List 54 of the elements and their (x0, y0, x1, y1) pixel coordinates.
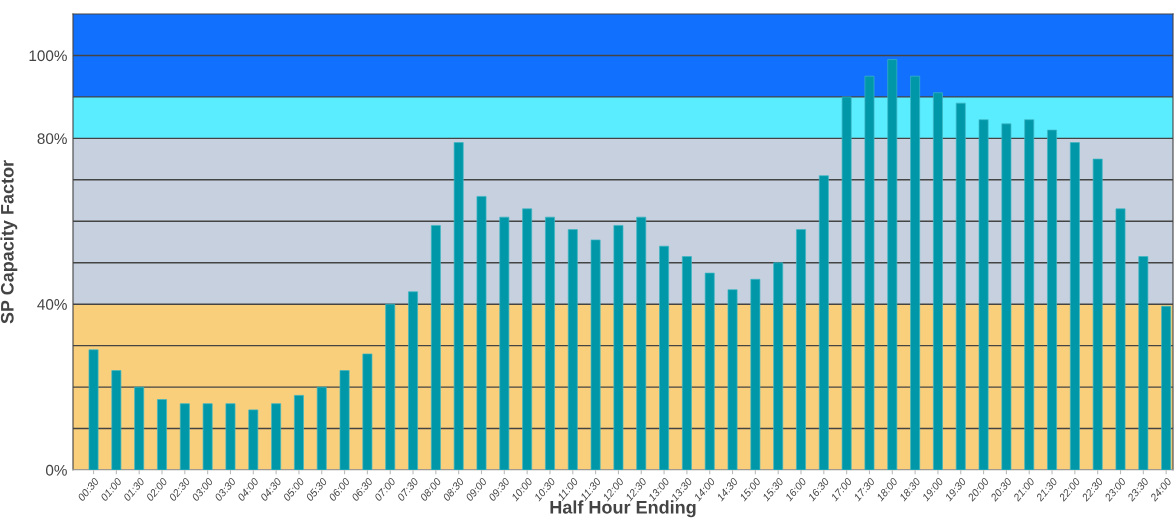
bar (955, 102, 966, 470)
bar (818, 175, 829, 470)
bar (88, 349, 99, 470)
bar (1161, 305, 1172, 470)
bar (590, 239, 601, 470)
bar (887, 59, 898, 470)
bar (1115, 208, 1126, 470)
bar (841, 96, 852, 470)
bar (111, 370, 122, 470)
bar (796, 229, 806, 470)
bar (179, 403, 190, 470)
bar (933, 92, 943, 470)
bar (294, 395, 304, 470)
bar (339, 370, 350, 470)
bar (636, 216, 647, 470)
bar (430, 225, 441, 470)
bar (567, 229, 578, 470)
bar (864, 75, 875, 470)
bar (362, 353, 373, 470)
bar (157, 399, 167, 470)
bar (681, 256, 692, 470)
y-tick-label: 0% (45, 464, 67, 476)
bar (910, 75, 921, 470)
bar (499, 216, 510, 470)
bar (704, 272, 715, 470)
bar (1001, 123, 1012, 470)
bar (385, 303, 396, 470)
bar (750, 278, 761, 470)
bar (202, 403, 213, 470)
bar (613, 225, 624, 470)
y-tick-label: 100% (29, 50, 67, 62)
bar (1069, 142, 1080, 470)
bar (545, 216, 555, 470)
bar (271, 403, 282, 470)
bar (727, 289, 738, 470)
y-tick-label: 40% (37, 299, 67, 310)
x-axis-title: Half Hour Ending (550, 500, 696, 518)
bar (453, 142, 464, 470)
bar (134, 386, 145, 470)
bar (1024, 119, 1035, 470)
bar (248, 409, 259, 470)
bar (1092, 158, 1103, 470)
y-axis-title: SP Capacity Factor (0, 160, 18, 324)
bar (408, 291, 418, 470)
bar (316, 386, 327, 470)
bar (1138, 256, 1149, 470)
bar (659, 245, 669, 470)
y-tick-label: 80% (37, 133, 67, 145)
bar (773, 262, 784, 470)
bar (978, 119, 989, 470)
bar (225, 403, 236, 470)
bar (476, 196, 487, 470)
bar (522, 208, 533, 470)
bar (1047, 129, 1057, 470)
